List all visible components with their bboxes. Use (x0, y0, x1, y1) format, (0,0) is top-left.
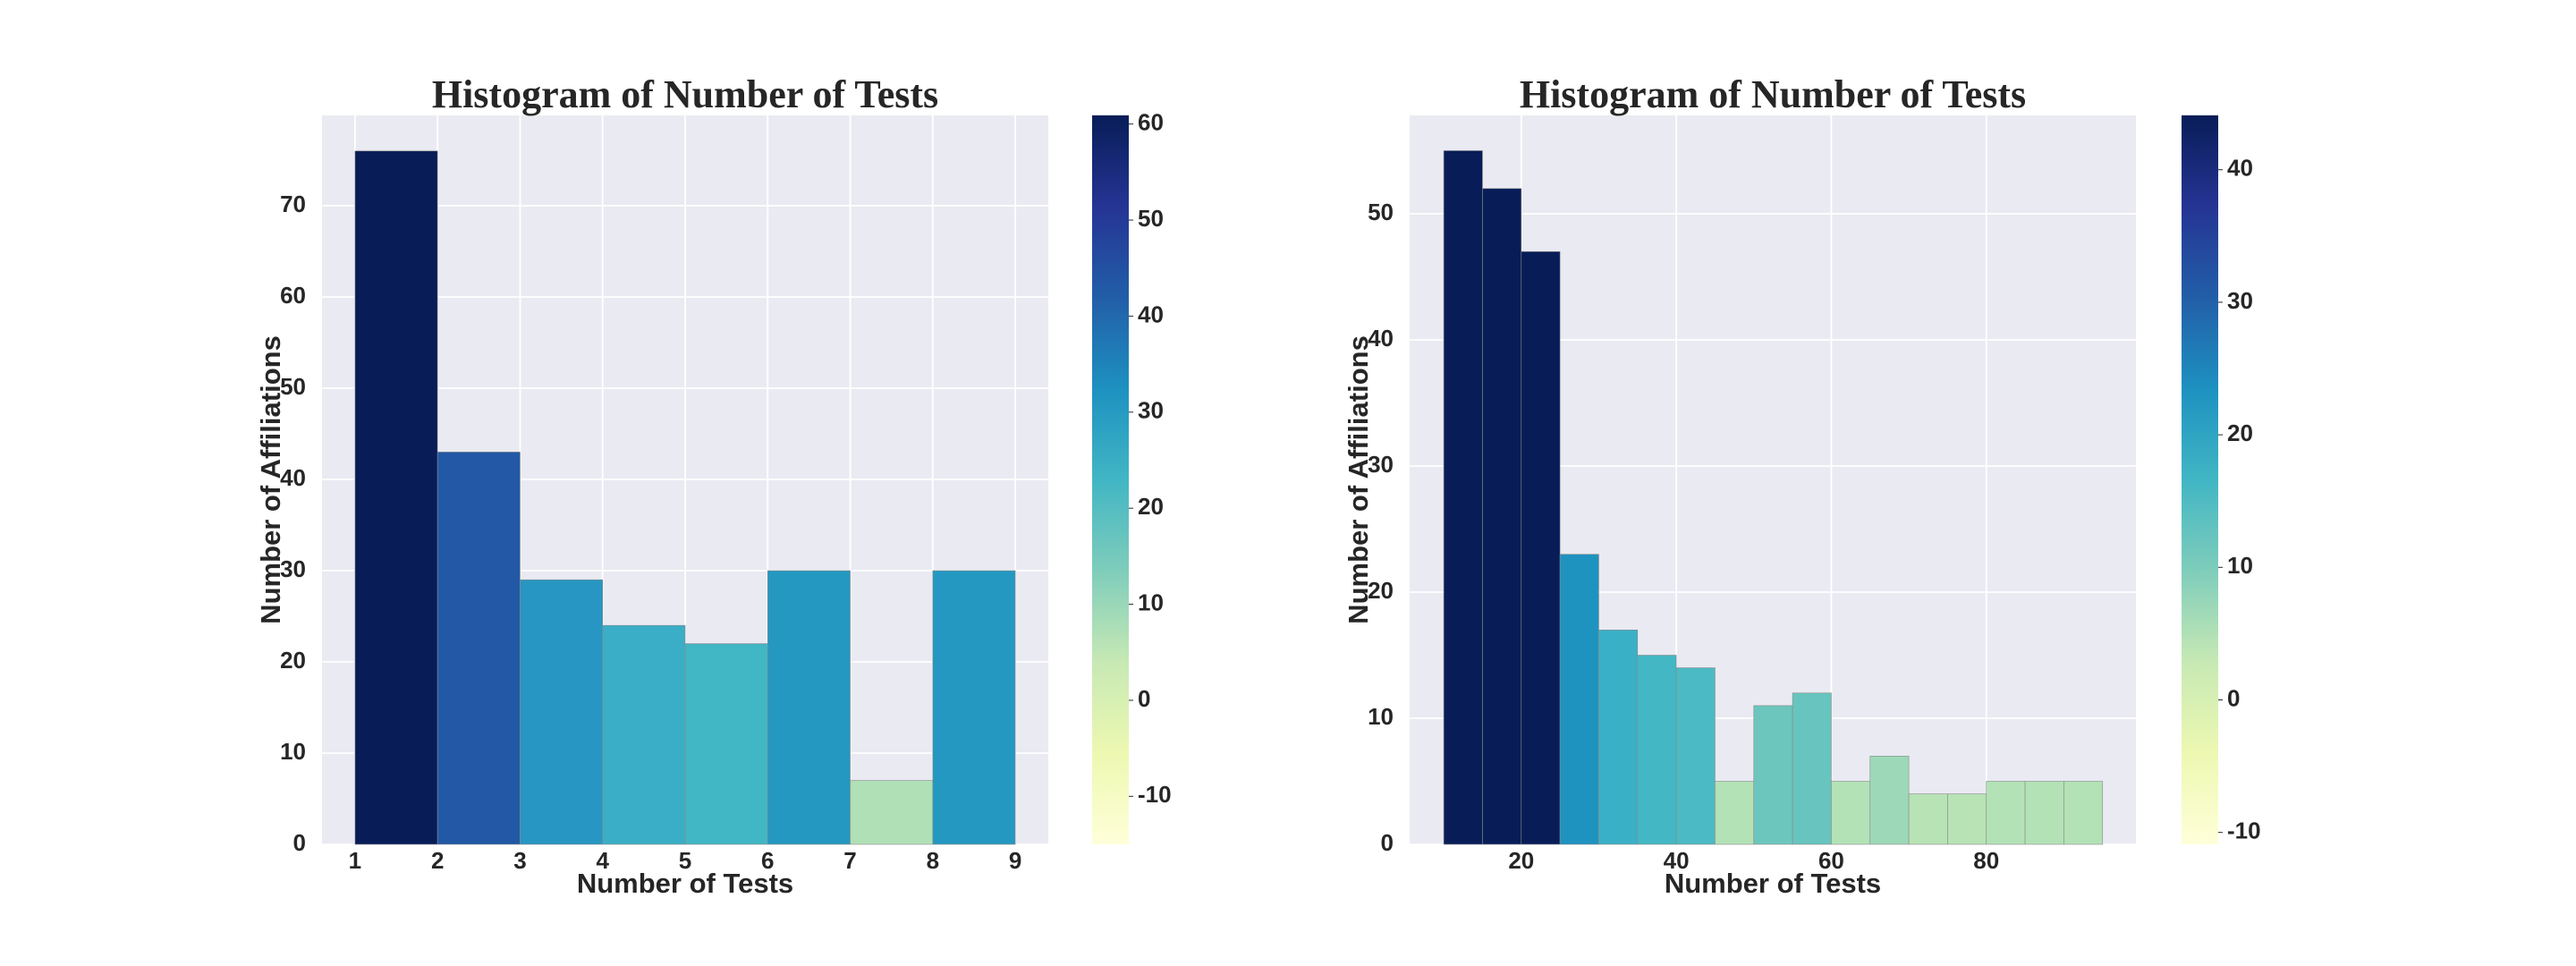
colorbar-tick-label: 40 (1138, 301, 1164, 327)
x-tick-label: 60 (1818, 847, 1844, 874)
chart-title: Histogram of Number of Tests (1520, 72, 2026, 116)
bar (684, 643, 768, 845)
y-tick-label: 10 (1368, 703, 1394, 730)
y-tick-label: 50 (280, 373, 306, 400)
x-tick-label: 8 (927, 847, 939, 874)
y-tick-label: 60 (280, 282, 306, 309)
bar (1831, 781, 1871, 845)
bar (436, 452, 521, 845)
bar (1637, 655, 1677, 845)
y-tick-label: 40 (280, 464, 306, 491)
bar (354, 150, 438, 845)
bar (1675, 667, 1716, 845)
colorbar-tick-label: 0 (2227, 684, 2240, 711)
bar (1908, 793, 1948, 845)
x-axis-label: Number of Tests (577, 868, 793, 899)
y-tick-label: 20 (280, 647, 306, 674)
x-tick-label: 4 (596, 847, 609, 874)
y-tick-label: 30 (1368, 451, 1394, 478)
x-tick-label: 3 (513, 847, 526, 874)
bar (1521, 250, 1561, 845)
bar (850, 780, 934, 845)
colorbar-tick-label: 40 (2227, 155, 2253, 182)
colorbar-tick-label: 10 (1138, 589, 1164, 615)
bar (520, 579, 604, 845)
bar (932, 570, 1016, 845)
colorbar-tick-label: 20 (2227, 419, 2253, 446)
colorbar-tick-label: 30 (1138, 397, 1164, 424)
x-tick-label: 1 (349, 847, 361, 874)
x-tick-label: 80 (1973, 847, 1999, 874)
bar (1986, 781, 2026, 845)
bar (1598, 629, 1639, 845)
bar (1443, 150, 1483, 845)
colorbar-tick-label: 60 (1138, 109, 1164, 136)
colorbar-tick-label: 50 (1138, 205, 1164, 232)
y-axis-label: Number of Affiliations (1343, 335, 1374, 624)
y-tick-label: 0 (293, 829, 306, 856)
x-tick-label: 5 (679, 847, 691, 874)
colorbar-tick-label: 20 (1138, 493, 1164, 520)
colorbar-tick-label: 30 (2227, 287, 2253, 314)
bar (2024, 781, 2064, 845)
bar (1753, 705, 1793, 845)
bar (767, 570, 851, 845)
y-tick-label: 0 (1381, 829, 1394, 856)
colorbar-tick-label: 10 (2227, 552, 2253, 579)
x-tick-label: 40 (1664, 847, 1690, 874)
x-tick-label: 20 (1508, 847, 1534, 874)
y-tick-label: 30 (280, 555, 306, 582)
y-tick-label: 40 (1368, 325, 1394, 352)
x-axis-label: Number of Tests (1665, 868, 1881, 899)
colorbar (1092, 115, 1129, 844)
y-tick-label: 20 (1368, 577, 1394, 604)
x-tick-label: 2 (431, 847, 444, 874)
bar (1482, 188, 1522, 845)
x-tick-label: 7 (843, 847, 856, 874)
bar (1715, 781, 1755, 845)
colorbar-tick-label: -10 (2227, 818, 2261, 844)
x-tick-label: 6 (761, 847, 774, 874)
colorbar-tick-label: -10 (1138, 781, 1172, 808)
bar (1869, 755, 1910, 845)
colorbar (2182, 115, 2218, 844)
y-tick-label: 70 (280, 191, 306, 217)
bar (1559, 554, 1599, 845)
bar (2063, 781, 2104, 845)
y-tick-label: 10 (280, 738, 306, 765)
bar (1792, 692, 1832, 845)
bar (1947, 793, 1987, 845)
colorbar-tick-label: 0 (1138, 685, 1150, 712)
bar (602, 624, 686, 845)
y-tick-label: 50 (1368, 199, 1394, 225)
y-axis-label: Number of Affiliations (255, 335, 286, 624)
chart-title: Histogram of Number of Tests (432, 72, 938, 116)
x-tick-label: 9 (1009, 847, 1021, 874)
